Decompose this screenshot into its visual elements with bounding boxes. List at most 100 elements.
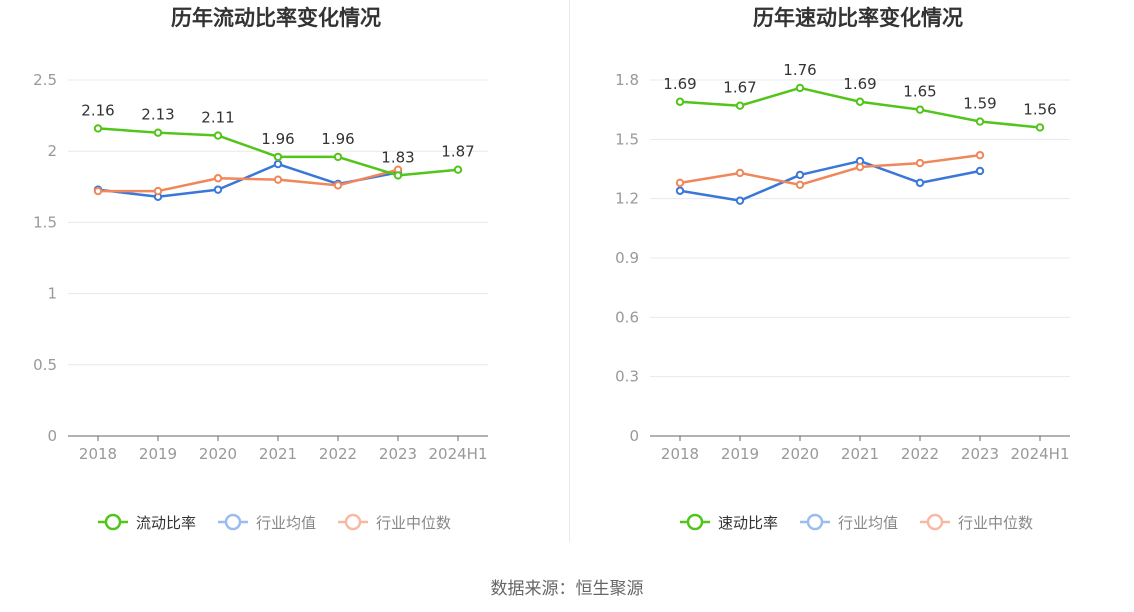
x-tick-label: 2024H1 [1011,445,1070,463]
x-tick-label: 2021 [841,445,879,463]
x-tick-label: 2023 [961,445,999,463]
data-point [213,174,223,183]
y-tick-label: 1 [47,285,57,303]
legend-label: 行业中位数 [958,514,1033,532]
data-label: 1.67 [723,79,756,97]
series-line [678,159,982,202]
series-industry-average [675,156,985,205]
chart-title: 历年速动比率变化情况 [753,6,963,30]
series-line [678,153,982,187]
y-tick-label: 0 [629,427,639,445]
chart-divider [569,0,570,542]
legend: 流动比率 行业均值 行业中位数 [98,513,451,532]
data-point [213,185,223,194]
data-point [795,83,805,93]
data-label: 1.56 [1023,100,1056,118]
legend-label: 行业均值 [838,514,898,532]
data-point [675,178,685,188]
data-point [273,159,283,169]
series-main: 1.69 1.67 1.76 1.69 1.65 1.59 1.56 [663,61,1057,132]
data-point [855,162,865,172]
data-label: 1.69 [663,75,696,93]
data-label: 1.96 [261,130,294,148]
legend-item: 行业中位数 [920,513,1033,532]
legend-label: 速动比率 [718,514,778,532]
data-point [735,168,745,178]
data-point [915,105,925,114]
data-label: 2.13 [141,106,174,124]
x-tick-label: 2018 [79,445,117,463]
data-point [675,97,685,106]
legend: 速动比率 行业均值 行业中位数 [680,513,1033,532]
y-tick-label: 0.5 [33,356,57,374]
chart-2: 历年速动比率变化情况 0 0.3 0.6 0.9 1.2 1.5 1.8 2018 2019 202… [615,6,1070,532]
series-industry-median [93,165,403,196]
legend-label: 流动比率 [136,514,196,532]
legend-label: 行业中位数 [376,514,451,532]
data-point [153,128,163,137]
legend-marker [806,513,824,531]
data-label: 2.11 [201,109,234,127]
legend-item: 行业均值 [800,513,898,532]
data-point [273,152,283,162]
chart-title: 历年流动比率变化情况 [171,6,381,30]
y-tick-label: 2 [47,142,57,160]
data-source-text: 数据来源：恒生聚源 [490,579,644,599]
data-point [975,166,985,176]
data-point [273,175,283,184]
legend-marker [224,513,242,531]
data-point [795,170,805,180]
x-tick-label: 2024H1 [429,445,488,463]
y-tick-label: 1.8 [615,71,639,89]
x-tick-label: 2020 [781,445,819,463]
data-point [93,124,103,133]
data-point [453,165,463,174]
data-point [675,186,685,195]
data-point [213,131,223,140]
y-tick-label: 0.9 [615,249,639,267]
x-tick-label: 2018 [661,445,699,463]
x-tick-label: 2019 [139,445,177,463]
legend-label: 行业均值 [256,514,316,532]
data-point [735,196,745,205]
series-line [96,168,400,193]
data-point [735,101,745,110]
data-label: 1.59 [963,95,996,113]
data-point [333,181,343,190]
x-tick-label: 2022 [901,445,939,463]
x-tick-label: 2022 [319,445,357,463]
x-tick-label: 2023 [379,445,417,463]
y-tick-label: 1.2 [615,190,639,208]
y-tick-label: 1.5 [33,213,57,231]
y-tick-label: 2.5 [33,71,57,89]
x-tick-label: 2021 [259,445,297,463]
legend-marker [686,513,704,531]
data-label: 1.96 [321,130,354,148]
data-point [1035,123,1045,132]
legend-marker [104,513,122,531]
data-point [333,152,343,162]
data-label: 1.87 [441,143,474,161]
data-point [795,180,805,190]
data-point [393,171,403,180]
legend-item: 流动比率 [98,513,196,532]
y-tick-label: 1.5 [615,130,639,148]
data-label: 1.76 [783,61,816,79]
series-industry-median [675,150,985,190]
x-tick-label: 2020 [199,445,237,463]
data-point [153,186,163,196]
legend-item: 行业均值 [218,513,316,532]
data-label: 1.65 [903,83,936,101]
data-label: 1.83 [381,148,414,166]
x-tick-label: 2019 [721,445,759,463]
y-tick-label: 0.3 [615,368,639,386]
data-point [915,158,925,168]
data-point [975,150,985,160]
legend-item: 行业中位数 [338,513,451,532]
data-point [93,186,103,196]
series-main: 2.16 2.13 2.11 1.96 1.96 1.83 1.87 [81,101,475,180]
legend-marker [926,513,944,531]
data-label: 1.69 [843,75,876,93]
legend-item: 速动比率 [680,513,778,532]
